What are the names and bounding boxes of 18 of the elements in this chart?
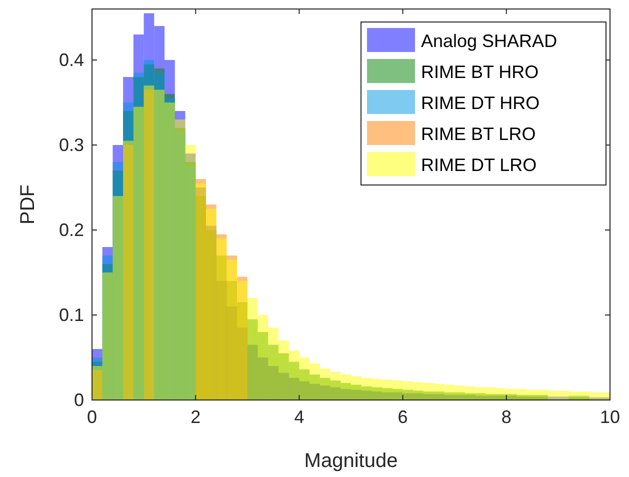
y-tick-label: 0.3 xyxy=(58,135,84,155)
legend-label: RIME DT LRO xyxy=(421,155,537,175)
x-tick-label: 6 xyxy=(398,407,408,427)
y-tick-label: 0 xyxy=(74,390,84,410)
x-tick-label: 2 xyxy=(190,407,201,427)
legend-label: Analog SHARAD xyxy=(421,31,558,51)
y-tick-label: 0.1 xyxy=(58,305,84,325)
legend-label: RIME DT HRO xyxy=(421,93,540,113)
x-tick-label: 0 xyxy=(86,407,98,427)
legend-label: RIME BT LRO xyxy=(421,124,536,144)
y-axis-title: PDF xyxy=(17,184,39,224)
x-axis-title: Magnitude xyxy=(304,450,398,472)
x-tick-label: 8 xyxy=(501,407,512,427)
legend-label: RIME BT HRO xyxy=(421,62,539,82)
x-tick-label: 10 xyxy=(600,407,620,427)
y-tick-label: 0.2 xyxy=(58,220,84,240)
y-tick-label: 0.4 xyxy=(58,50,84,70)
x-tick-label: 4 xyxy=(294,407,304,427)
